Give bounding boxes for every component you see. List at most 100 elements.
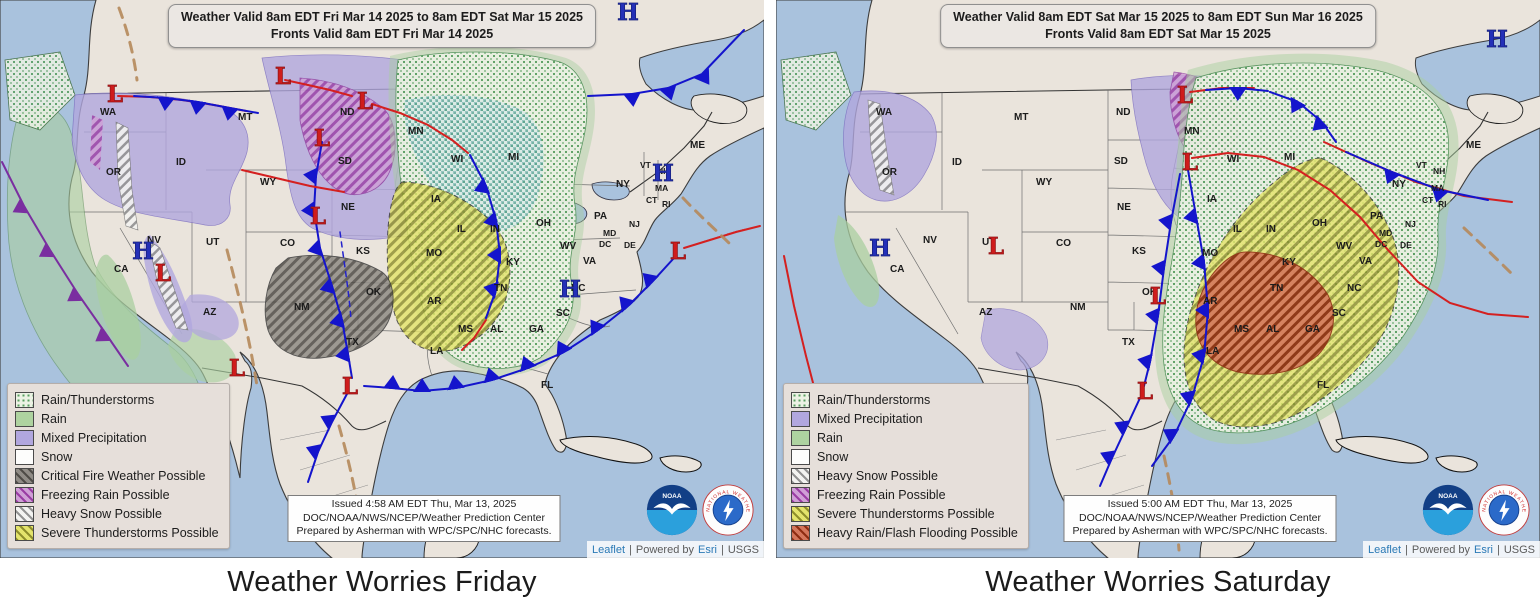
low-pressure-symbol: L [1182, 149, 1198, 176]
legend-item: Freezing Rain Possible [791, 485, 1018, 504]
nws-logo: NATIONAL WEATHER SERVICE [1478, 484, 1530, 536]
map-saturday-canvas[interactable]: L L L L L H H [776, 0, 1540, 558]
map-friday[interactable]: L L L L L L L L L H H H H [0, 0, 764, 558]
snow-swatch [791, 448, 810, 465]
legend-item: Rain/Thunderstorms [791, 390, 1018, 409]
legend-friday: Rain/Thunderstorms Rain Mixed Precipitat… [7, 383, 230, 549]
legend-item: Severe Thunderstorms Possible [791, 504, 1018, 523]
high-pressure-symbol: H [132, 238, 154, 265]
leaflet-link[interactable]: Leaflet [592, 543, 626, 556]
legend-saturday: Rain/Thunderstorms Mixed Precipitation R… [783, 383, 1029, 549]
flash-flood-swatch [791, 524, 810, 541]
attribution-separator: | [720, 543, 724, 556]
esri-link[interactable]: Esri [698, 543, 717, 556]
legend-item: Rain [15, 409, 219, 428]
heavy-snow-area-cascades [115, 121, 139, 231]
legend-item: Severe Thunderstorms Possible [15, 523, 219, 542]
noaa-logo-text: NOAA [662, 493, 681, 500]
low-pressure-symbol: L [342, 373, 358, 400]
heavy-snow-swatch [791, 467, 810, 484]
agency-logos: NOAA NATIONAL WEATHER SERVICE [1422, 484, 1530, 536]
low-pressure-symbol: L [314, 125, 330, 152]
valid-time-box: Weather Valid 8am EDT Fri Mar 14 2025 to… [167, 4, 597, 48]
snow-swatch [15, 448, 34, 465]
low-pressure-symbol: L [1150, 283, 1166, 310]
valid-time-line2: Fronts Valid 8am EDT Sat Mar 15 2025 [1045, 26, 1271, 41]
pressure-symbols-saturday: L L L L L H H [869, 26, 1508, 406]
severe-thunderstorms-swatch [791, 505, 810, 522]
issued-time: Issued 5:00 AM EDT Thu, Mar 13, 2025 [1107, 498, 1293, 511]
mixed-precip-area-orid [843, 90, 937, 202]
freezing-rain-swatch [791, 486, 810, 503]
attribution-separator: | [1405, 543, 1408, 556]
rain-thunder-area-nw [4, 51, 76, 131]
high-pressure-symbol: H [617, 0, 639, 26]
legend-item: Heavy Snow Possible [15, 504, 219, 523]
leaflet-link[interactable]: Leaflet [1368, 543, 1402, 556]
usgs-text: USGS [1503, 543, 1535, 556]
issued-time: Issued 4:58 AM EDT Thu, Mar 13, 2025 [331, 498, 517, 511]
powered-by-text: Powered by [635, 543, 694, 556]
map-attribution: Leaflet | Powered by Esri | USGS [1363, 541, 1540, 558]
mixed-precip-swatch [791, 410, 810, 427]
high-pressure-symbol: H [559, 276, 581, 303]
attribution-separator: | [629, 543, 632, 556]
fire-weather-swatch [15, 467, 34, 484]
issued-credit: Prepared by Asherman with WPC/SPC/NHC fo… [1072, 525, 1328, 538]
rain-thunderstorms-swatch [791, 391, 810, 408]
legend-item: Critical Fire Weather Possible [15, 466, 219, 485]
low-pressure-symbol: L [155, 260, 171, 287]
freezing-rain-swatch [15, 486, 34, 503]
valid-time-line1: Weather Valid 8am EDT Fri Mar 14 2025 to… [180, 10, 584, 24]
legend-item: Heavy Snow Possible [791, 466, 1018, 485]
noaa-logo: NOAA [1422, 484, 1474, 536]
rain-swatch [15, 410, 34, 427]
freezing-rain-area-wa [90, 115, 103, 170]
legend-item: Heavy Rain/Flash Flooding Possible [791, 523, 1018, 542]
valid-time-line2: Fronts Valid 8am EDT Fri Mar 14 2025 [270, 26, 494, 41]
issued-agency: DOC/NOAA/NWS/NCEP/Weather Prediction Cen… [303, 511, 545, 524]
low-pressure-symbol: L [107, 81, 123, 108]
map-saturday[interactable]: L L L L L H H Weather Valid 8am EDT Sat … [776, 0, 1540, 558]
esri-link[interactable]: Esri [1474, 543, 1493, 556]
attribution-separator: | [1496, 543, 1500, 556]
heavy-snow-area-sierra [147, 239, 189, 331]
fronts-saturday [783, 88, 1529, 552]
agency-logos: NOAA NATIONAL WEATHER SERVICE [646, 484, 754, 536]
map-friday-canvas[interactable]: L L L L L L L L L H H H H [0, 0, 764, 558]
low-pressure-symbol: L [1137, 378, 1153, 405]
usgs-text: USGS [727, 543, 759, 556]
noaa-logo-text: NOAA [1438, 493, 1457, 500]
low-pressure-symbol: L [229, 355, 245, 382]
valid-time-line1: Weather Valid 8am EDT Sat Mar 15 2025 to… [953, 10, 1363, 24]
caption-saturday: Weather Worries Saturday [985, 566, 1331, 598]
low-pressure-symbol: L [670, 238, 686, 265]
map-pair: L L L L L L L L L H H H H [0, 0, 1540, 558]
high-pressure-symbol: H [1486, 26, 1508, 53]
rain-thunder-area-nw [780, 51, 852, 131]
issued-box: Issued 4:58 AM EDT Thu, Mar 13, 2025 DOC… [287, 495, 561, 542]
legend-item: Mixed Precipitation [791, 409, 1018, 428]
low-pressure-symbol: L [1177, 82, 1193, 109]
caption-row: Weather Worries Friday Weather Worries S… [0, 558, 1540, 599]
legend-item: Rain [791, 428, 1018, 447]
low-pressure-symbol: L [275, 63, 291, 90]
nws-logo: NATIONAL WEATHER SERVICE [702, 484, 754, 536]
legend-item: Mixed Precipitation [15, 428, 219, 447]
rain-swatch [791, 429, 810, 446]
high-pressure-symbol: H [869, 235, 891, 262]
low-pressure-symbol: L [310, 203, 326, 230]
rain-thunderstorms-swatch [15, 391, 34, 408]
valid-time-box: Weather Valid 8am EDT Sat Mar 15 2025 to… [940, 4, 1376, 48]
legend-item: Snow [15, 447, 219, 466]
mixed-precip-area-aznm [980, 308, 1048, 371]
low-pressure-symbol: L [988, 233, 1004, 260]
noaa-logo: NOAA [646, 484, 698, 536]
legend-item: Snow [791, 447, 1018, 466]
issued-credit: Prepared by Asherman with WPC/SPC/NHC fo… [296, 525, 552, 538]
heavy-snow-swatch [15, 505, 34, 522]
issued-agency: DOC/NOAA/NWS/NCEP/Weather Prediction Cen… [1079, 511, 1321, 524]
legend-item: Rain/Thunderstorms [15, 390, 219, 409]
legend-item: Freezing Rain Possible [15, 485, 219, 504]
